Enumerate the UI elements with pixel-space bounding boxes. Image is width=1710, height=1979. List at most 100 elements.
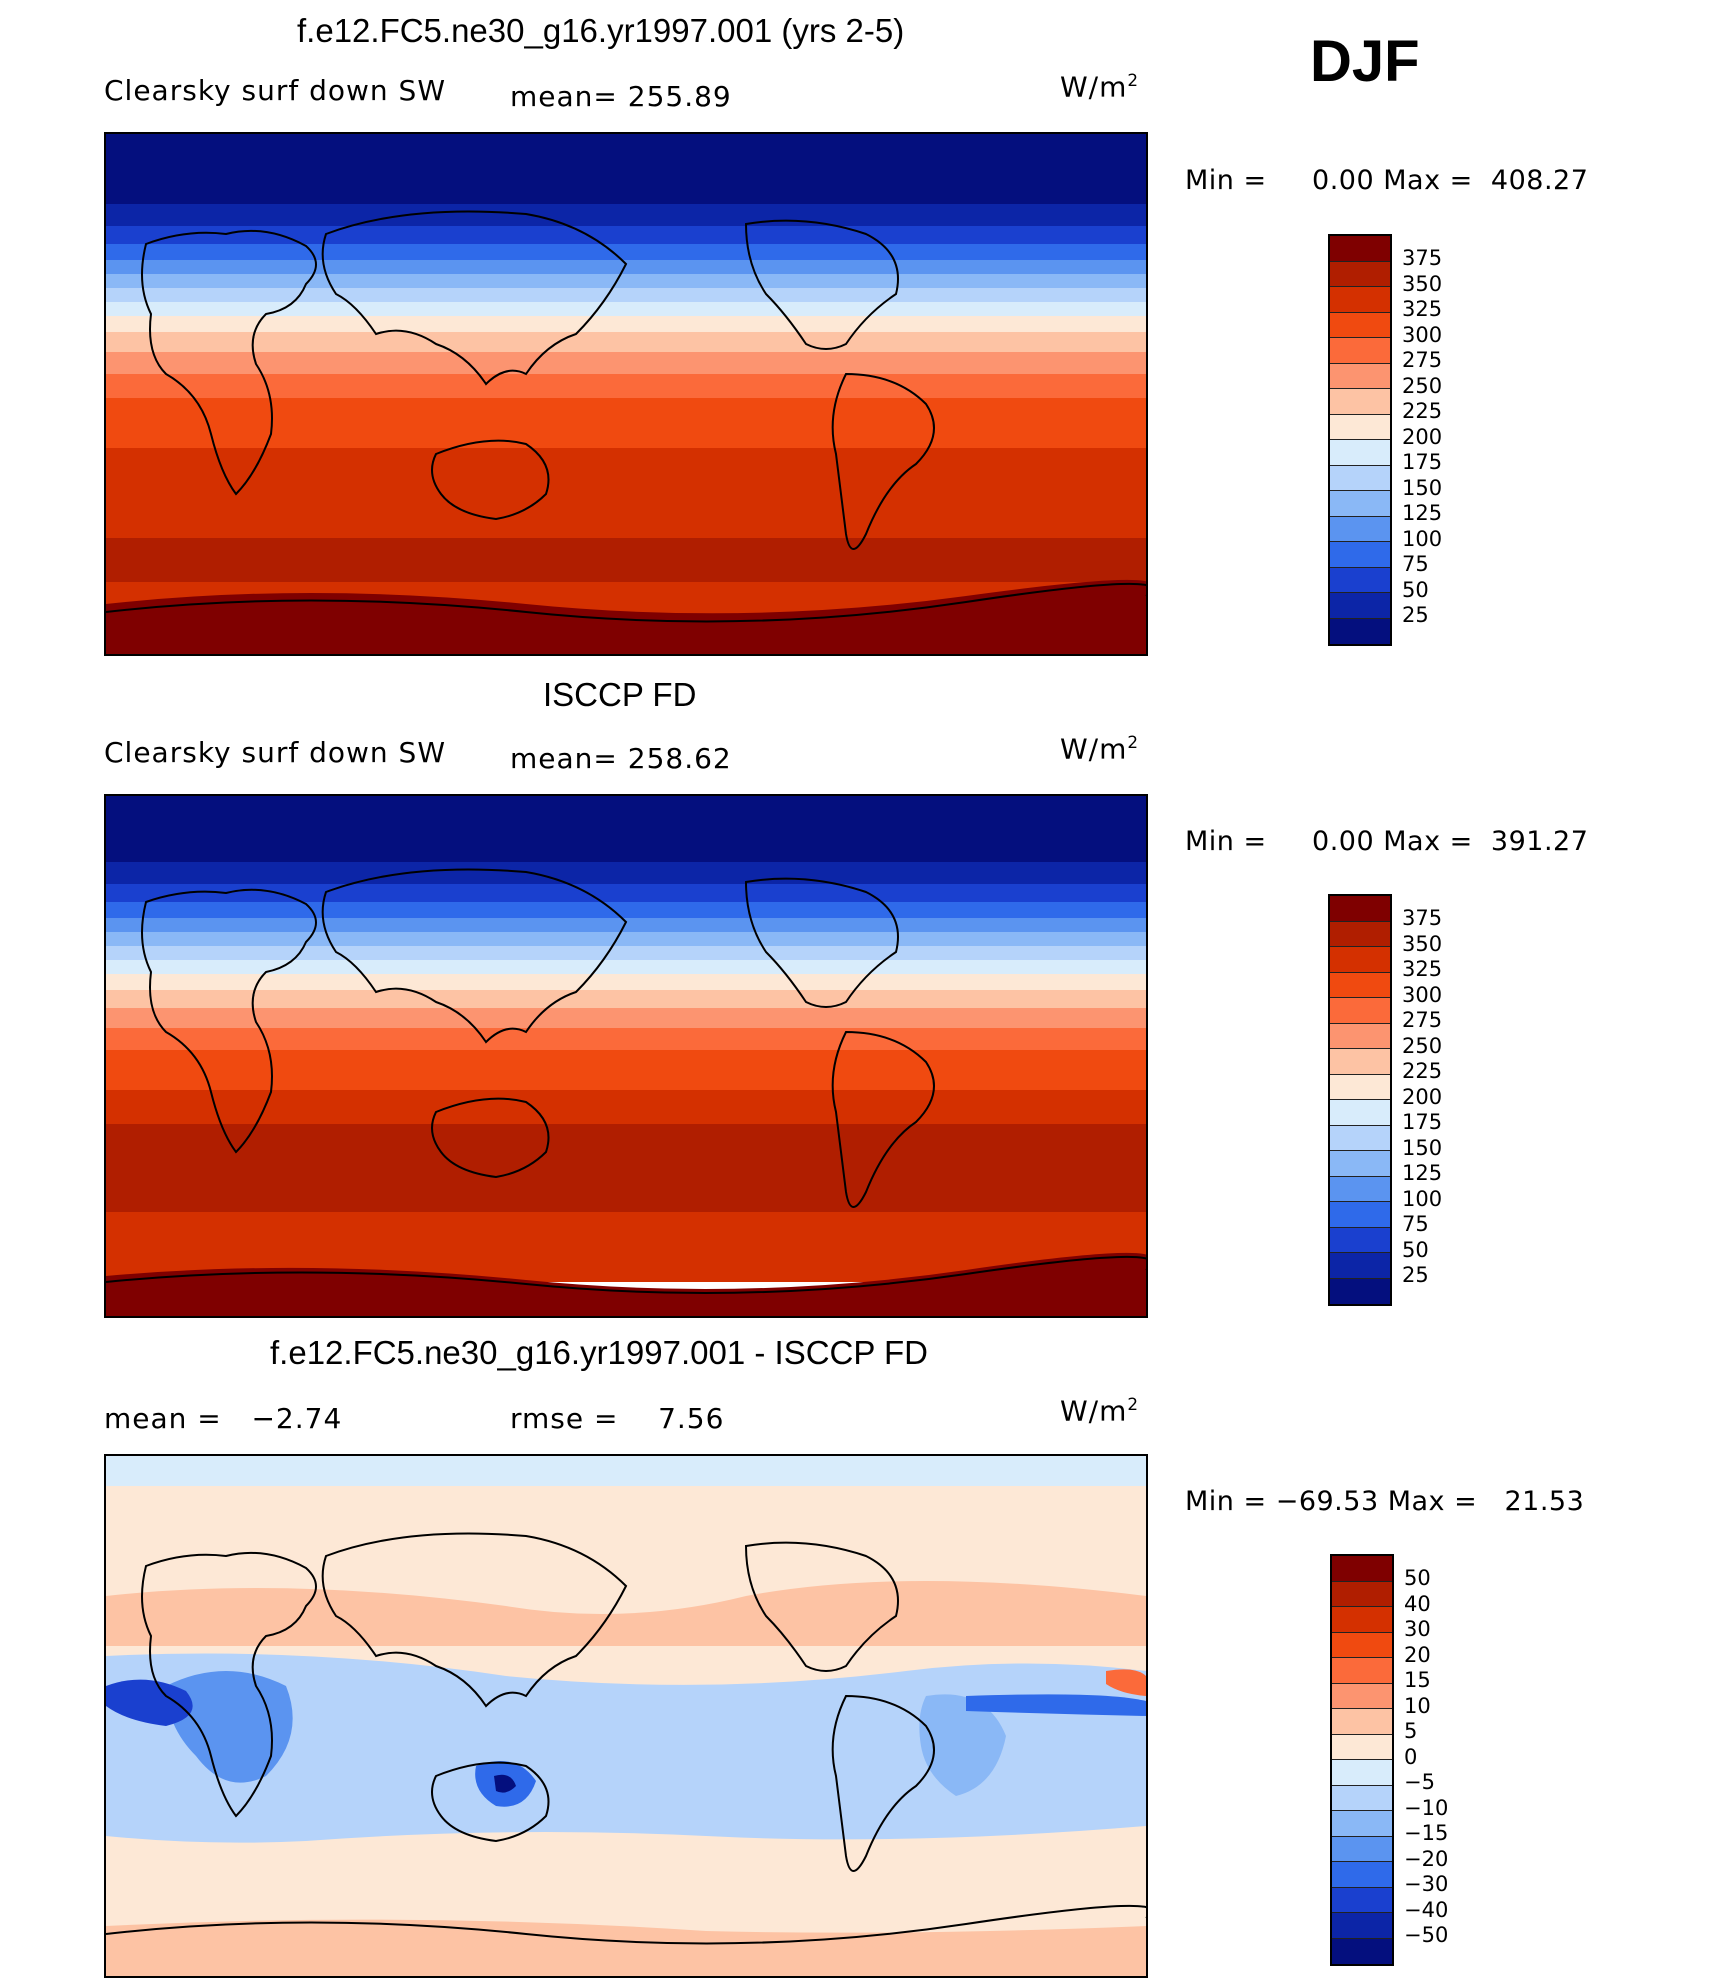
season-label: DJF (1310, 29, 1420, 94)
colorbar-swatch (1332, 1607, 1392, 1633)
colorbar-tick-label: 275 (1402, 1008, 1443, 1032)
colorbar-swatch (1330, 1074, 1390, 1100)
colorbar-swatch (1332, 1913, 1392, 1939)
colorbar-tick-label: 125 (1402, 501, 1443, 525)
colorbar-tick-label: −40 (1404, 1897, 1449, 1922)
colorbar-tick-label: −20 (1404, 1846, 1449, 1871)
colorbar-swatch (1332, 1581, 1392, 1607)
colorbar-swatch (1332, 1811, 1392, 1837)
colorbar-tick-label: −5 (1404, 1770, 1435, 1794)
colorbar-swatch (1330, 1023, 1390, 1049)
colorbar-tick-label: 375 (1402, 246, 1443, 270)
colorbar-tick-label: 50 (1402, 1237, 1429, 1262)
panel-3-colorbar (1330, 1554, 1394, 1966)
colorbar-swatch (1330, 947, 1390, 973)
colorbar-swatch (1330, 1253, 1390, 1279)
colorbar-tick-label: 50 (1402, 577, 1429, 602)
colorbar-swatch (1332, 1658, 1392, 1684)
colorbar-swatch (1332, 1556, 1392, 1582)
colorbar-tick-label: 0 (1404, 1744, 1418, 1769)
colorbar-swatch (1330, 363, 1390, 389)
panel-3-units: W/m2 (1060, 1394, 1139, 1427)
panel-3-contour-field (106, 1456, 1146, 1976)
colorbar-tick-label: 15 (1404, 1668, 1431, 1692)
colorbar-swatch (1330, 542, 1390, 568)
colorbar-swatch (1332, 1632, 1392, 1658)
colorbar-tick-label: 75 (1402, 1212, 1429, 1236)
panel-1-variable-label: Clearsky surf down SW (104, 74, 447, 107)
colorbar-swatch (1330, 1049, 1390, 1075)
panel-1-title: f.e12.FC5.ne30_g16.yr1997.001 (yrs 2-5) (297, 12, 905, 49)
colorbar-tick-label: 225 (1402, 399, 1443, 423)
colorbar-tick-label: 150 (1402, 1135, 1443, 1160)
panel-3-map (104, 1454, 1148, 1978)
colorbar-swatch (1330, 440, 1390, 466)
colorbar-swatch (1330, 1100, 1390, 1126)
panel-2-minmax: Min = 0.00 Max = 391.27 (1185, 826, 1589, 857)
colorbar-swatch (1332, 1734, 1392, 1760)
colorbar-swatch (1330, 1227, 1390, 1253)
colorbar-swatch (1330, 236, 1390, 262)
colorbar-swatch (1330, 998, 1390, 1024)
colorbar-swatch (1332, 1760, 1392, 1786)
colorbar-swatch (1330, 312, 1390, 338)
colorbar-tick-label: 100 (1402, 1186, 1443, 1211)
colorbar-swatch (1330, 516, 1390, 542)
colorbar-tick-label: 175 (1402, 450, 1443, 474)
panel-1-colorbar-labels: 375 350 325 300 275 250 225 200 175 150 125 100 75 50… (1402, 246, 1442, 629)
colorbar-tick-label: 25 (1402, 603, 1429, 627)
panel-2-colorbar-labels: 375 350 325 300 275 250 225 200 175 150 125 100 75 50… (1402, 906, 1442, 1289)
colorbar-tick-label: 350 (1402, 931, 1443, 956)
colorbar-swatch (1330, 1176, 1390, 1202)
colorbar-swatch (1330, 261, 1390, 287)
panel-3-title: f.e12.FC5.ne30_g16.yr1997.001 - ISCCP FD (270, 1334, 928, 1371)
colorbar-swatch (1330, 414, 1390, 440)
colorbar-tick-label: 225 (1402, 1059, 1443, 1083)
colorbar-tick-label: 20 (1404, 1642, 1431, 1667)
colorbar-swatch (1330, 567, 1390, 593)
panel-1-contour-field (106, 134, 1146, 654)
colorbar-swatch (1330, 1278, 1390, 1304)
colorbar-tick-label: −15 (1404, 1821, 1449, 1845)
colorbar-tick-label: 200 (1402, 424, 1443, 449)
units-text: W/m (1060, 70, 1128, 104)
panel-3-mean-label: mean = −2.74 (104, 1402, 343, 1435)
colorbar-swatch (1330, 491, 1390, 517)
units-text: W/m (1060, 1394, 1128, 1428)
colorbar-tick-label: −10 (1404, 1795, 1449, 1820)
colorbar-swatch (1330, 896, 1390, 922)
colorbar-swatch (1332, 1836, 1392, 1862)
colorbar-swatch (1330, 972, 1390, 998)
colorbar-swatch (1330, 338, 1390, 364)
colorbar-tick-label: 50 (1404, 1566, 1431, 1590)
colorbar-swatch (1332, 1862, 1392, 1888)
colorbar-swatch (1332, 1938, 1392, 1964)
colorbar-tick-label: 100 (1402, 526, 1443, 551)
colorbar-tick-label: 375 (1402, 906, 1443, 930)
panel-1-minmax: Min = 0.00 Max = 408.27 (1185, 165, 1589, 196)
panel-1-units: W/m2 (1060, 70, 1139, 103)
panel-3-minmax: Min = −69.53 Max = 21.53 (1185, 1486, 1585, 1517)
colorbar-swatch (1330, 1151, 1390, 1177)
colorbar-tick-label: 10 (1404, 1693, 1431, 1718)
colorbar-tick-label: 40 (1404, 1591, 1431, 1616)
colorbar-swatch (1330, 921, 1390, 947)
colorbar-swatch (1330, 593, 1390, 619)
colorbar-tick-label: 325 (1402, 957, 1443, 981)
panel-1-mean-label: mean= 255.89 (510, 80, 732, 113)
panel-2-contour-field (106, 796, 1146, 1316)
colorbar-tick-label: 75 (1402, 552, 1429, 576)
panel-3-rmse-label: rmse = 7.56 (510, 1402, 725, 1435)
colorbar-tick-label: 275 (1402, 348, 1443, 372)
colorbar-tick-label: 250 (1402, 373, 1443, 398)
colorbar-swatch (1332, 1887, 1392, 1913)
colorbar-swatch (1330, 1202, 1390, 1228)
colorbar-tick-label: 25 (1402, 1263, 1429, 1287)
panel-2-variable-label: Clearsky surf down SW (104, 736, 447, 769)
panel-3-colorbar-labels: 50 40 30 20 15 10 5 0 −5 −10 −15 −20 −30 −40 −50 (1404, 1566, 1448, 1949)
panel-2-colorbar (1328, 894, 1392, 1306)
colorbar-tick-label: 325 (1402, 297, 1443, 321)
colorbar-tick-label: 150 (1402, 475, 1443, 500)
units-exponent: 2 (1127, 732, 1140, 752)
colorbar-swatch (1330, 465, 1390, 491)
